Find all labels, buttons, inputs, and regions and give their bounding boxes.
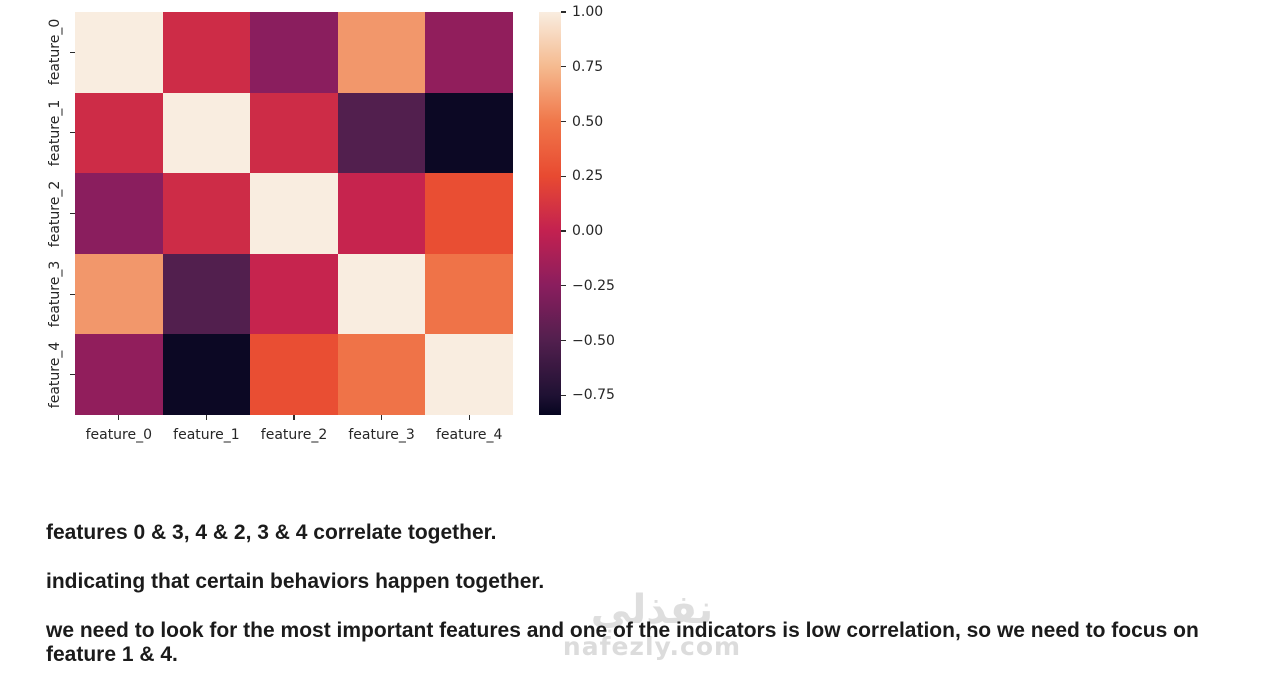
- heatmap-cell: [250, 92, 339, 174]
- heatmap-cell: [162, 92, 251, 174]
- heatmap-cell: [75, 173, 164, 255]
- colorbar-tick-label: 1.00: [572, 4, 604, 20]
- heatmap-cell: [337, 173, 426, 255]
- heatmap-cell: [75, 12, 164, 94]
- heatmap-cell: [425, 92, 514, 174]
- watermark-arabic-logo: نفذلي: [590, 587, 714, 633]
- colorbar-tick: [561, 11, 566, 13]
- x-tick-label: feature_4: [435, 427, 503, 443]
- colorbar-tick: [561, 120, 566, 123]
- heatmap-cell: [337, 92, 426, 174]
- watermark-domain: nafezly.com: [562, 632, 742, 661]
- colorbar: [539, 12, 561, 415]
- x-tick-label: feature_3: [348, 427, 415, 443]
- note-behaviors: indicating that certain behaviors happen…: [46, 570, 545, 593]
- correlation-heatmap-figure: feature_0 feature_0 feature_1 feature_1 feat…: [0, 0, 680, 460]
- heatmap-cell: [75, 253, 164, 335]
- heatmap-cell: [425, 253, 514, 335]
- colorbar-tick-label: −0.75: [572, 387, 615, 404]
- y-tick-label: feature_3: [47, 260, 63, 328]
- note-correlating-features: features 0 & 3, 4 & 2, 3 & 4 correlate t…: [46, 521, 497, 544]
- colorbar-tick: [561, 230, 566, 232]
- heatmap-cell: [250, 12, 339, 94]
- heatmap-cell: [162, 334, 251, 416]
- heatmap-cell: [162, 253, 251, 335]
- colorbar-tick-label: 0.00: [572, 223, 604, 240]
- heatmap-grid: [75, 12, 514, 416]
- y-tick-label: feature_1: [47, 99, 63, 167]
- x-axis-tick: [293, 415, 295, 420]
- heatmap-cell: [425, 334, 514, 416]
- x-axis-tick: [118, 415, 120, 420]
- x-tick-label: feature_0: [85, 427, 153, 443]
- note-important-features: we need to look for the most important f…: [46, 619, 1199, 666]
- heatmap-cell: [250, 253, 339, 335]
- colorbar-tick: [561, 66, 566, 68]
- x-axis-tick: [468, 415, 470, 420]
- colorbar-tick: [561, 285, 566, 287]
- heatmap-cell: [162, 173, 251, 255]
- colorbar-tick: [561, 394, 566, 396]
- heatmap-cell: [337, 334, 426, 416]
- colorbar-tick: [561, 339, 566, 342]
- x-axis-tick: [381, 415, 383, 420]
- heatmap-cell: [162, 12, 251, 94]
- colorbar-tick-label: −0.25: [572, 277, 615, 294]
- x-axis-tick: [205, 415, 207, 420]
- heatmap-cell: [337, 12, 426, 94]
- y-axis-tick: [70, 374, 75, 376]
- heatmap-cell: [337, 253, 426, 335]
- y-tick-label: feature_4: [47, 341, 63, 408]
- y-tick-label: feature_2: [47, 180, 63, 247]
- y-tick-label: feature_0: [47, 19, 63, 86]
- colorbar-tick-label: 0.75: [572, 58, 604, 75]
- heatmap-cell: [250, 334, 339, 416]
- y-axis-tick: [70, 132, 75, 134]
- y-axis-tick: [70, 212, 75, 215]
- heatmap-cell: [75, 334, 164, 416]
- heatmap-cell: [75, 92, 164, 174]
- heatmap-cell: [250, 173, 339, 255]
- colorbar-tick-label: −0.50: [572, 332, 615, 349]
- colorbar-tick: [561, 175, 566, 177]
- colorbar-tick-label: 0.25: [572, 168, 604, 185]
- heatmap-cell: [425, 173, 514, 255]
- x-tick-label: feature_2: [260, 427, 328, 443]
- y-axis-tick: [70, 293, 75, 295]
- heatmap-cell: [425, 12, 514, 94]
- x-tick-label: feature_1: [173, 427, 240, 443]
- y-axis-tick: [70, 51, 75, 53]
- colorbar-tick-label: 0.50: [572, 113, 604, 130]
- watermark: نفذلي nafezly.com: [563, 588, 741, 661]
